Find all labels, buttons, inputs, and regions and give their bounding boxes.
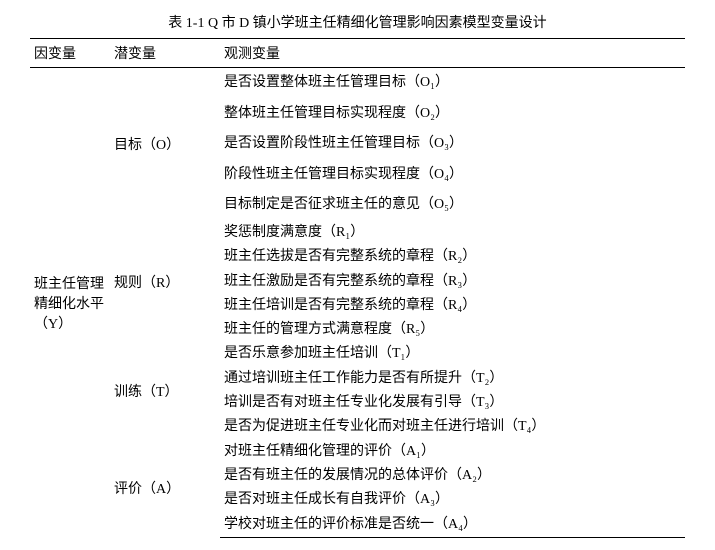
dependent-variable-cell: 班主任管理精细化水平（Y） xyxy=(30,68,110,538)
table-row: 规则（R）奖惩制度满意度（R₁） xyxy=(30,221,685,245)
header-dependent: 因变量 xyxy=(30,39,110,68)
observed-variable-cell: 奖惩制度满意度（R₁） xyxy=(220,221,685,245)
latent-variable-cell: 评价（A） xyxy=(110,440,220,538)
table: 因变量 潜变量 观测变量 班主任管理精细化水平（Y）目标（O）是否设置整体班主任… xyxy=(30,38,685,538)
observed-variable-cell: 是否设置阶段性班主任管理目标（O₃） xyxy=(220,129,685,160)
latent-variable-cell: 训练（T） xyxy=(110,342,220,439)
variable-design-table: 表 1-1 Q 市 D 镇小学班主任精细化管理影响因素模型变量设计 因变量 潜变… xyxy=(30,12,685,538)
observed-variable-cell: 班主任选拔是否有完整系统的章程（R₂） xyxy=(220,245,685,269)
table-row: 评价（A）对班主任精细化管理的评价（A₁） xyxy=(30,440,685,464)
header-observed: 观测变量 xyxy=(220,39,685,68)
observed-variable-cell: 培训是否有对班主任专业化发展有引导（T₃） xyxy=(220,391,685,415)
table-row: 训练（T）是否乐意参加班主任培训（T₁） xyxy=(30,342,685,366)
observed-variable-cell: 班主任激励是否有完整系统的章程（R₃） xyxy=(220,270,685,294)
observed-variable-cell: 对班主任精细化管理的评价（A₁） xyxy=(220,440,685,464)
observed-variable-cell: 是否设置整体班主任管理目标（O₁） xyxy=(220,68,685,99)
table-row: 班主任管理精细化水平（Y）目标（O）是否设置整体班主任管理目标（O₁） xyxy=(30,68,685,99)
header-latent: 潜变量 xyxy=(110,39,220,68)
latent-variable-cell: 目标（O） xyxy=(110,68,220,221)
observed-variable-cell: 通过培训班主任工作能力是否有所提升（T₂） xyxy=(220,367,685,391)
table-caption: 表 1-1 Q 市 D 镇小学班主任精细化管理影响因素模型变量设计 xyxy=(30,12,685,32)
observed-variable-cell: 班主任培训是否有完整系统的章程（R₄） xyxy=(220,294,685,318)
latent-variable-cell: 规则（R） xyxy=(110,221,220,342)
observed-variable-cell: 整体班主任管理目标实现程度（O₂） xyxy=(220,99,685,130)
observed-variable-cell: 班主任的管理方式满意程度（R₅） xyxy=(220,318,685,342)
observed-variable-cell: 是否为促进班主任专业化而对班主任进行培训（T₄） xyxy=(220,415,685,439)
observed-variable-cell: 学校对班主任的评价标准是否统一（A₄） xyxy=(220,513,685,538)
observed-variable-cell: 阶段性班主任管理目标实现程度（O₄） xyxy=(220,160,685,191)
table-header-row: 因变量 潜变量 观测变量 xyxy=(30,39,685,68)
observed-variable-cell: 目标制定是否征求班主任的意见（O₅） xyxy=(220,190,685,221)
observed-variable-cell: 是否乐意参加班主任培训（T₁） xyxy=(220,342,685,366)
observed-variable-cell: 是否对班主任成长有自我评价（A₃） xyxy=(220,488,685,512)
observed-variable-cell: 是否有班主任的发展情况的总体评价（A₂） xyxy=(220,464,685,488)
